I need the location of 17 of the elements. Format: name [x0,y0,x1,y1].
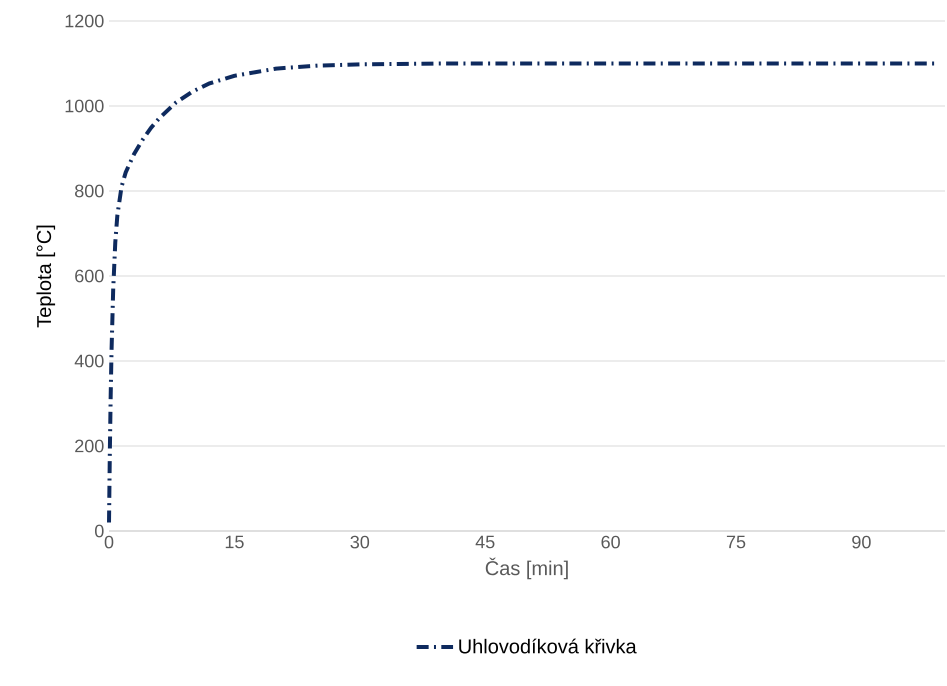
y-tick-label: 0 [95,524,104,538]
y-tick-label: 600 [75,270,104,282]
y-axis-title: Teplota [°C] [36,226,56,328]
y-tick-label: 800 [75,184,104,198]
y-tick-label: 200 [75,440,104,452]
x-tick-label: 15 [226,536,244,548]
x-tick-label: 0 [104,536,114,548]
y-tick-label: 1000 [66,100,104,112]
x-tick-label: 90 [852,536,871,548]
x-tick-label: 75 [726,536,746,548]
y-tick-label: 1200 [66,14,104,28]
x-tick-label: 30 [350,536,370,548]
x-tick-label: 45 [476,536,494,548]
y-tick-label: 400 [74,354,104,368]
legend-label: Uhlovodíková křivka [459,638,637,654]
x-axis-title: Čas [min] [486,558,568,580]
x-tick-label: 60 [602,536,620,548]
